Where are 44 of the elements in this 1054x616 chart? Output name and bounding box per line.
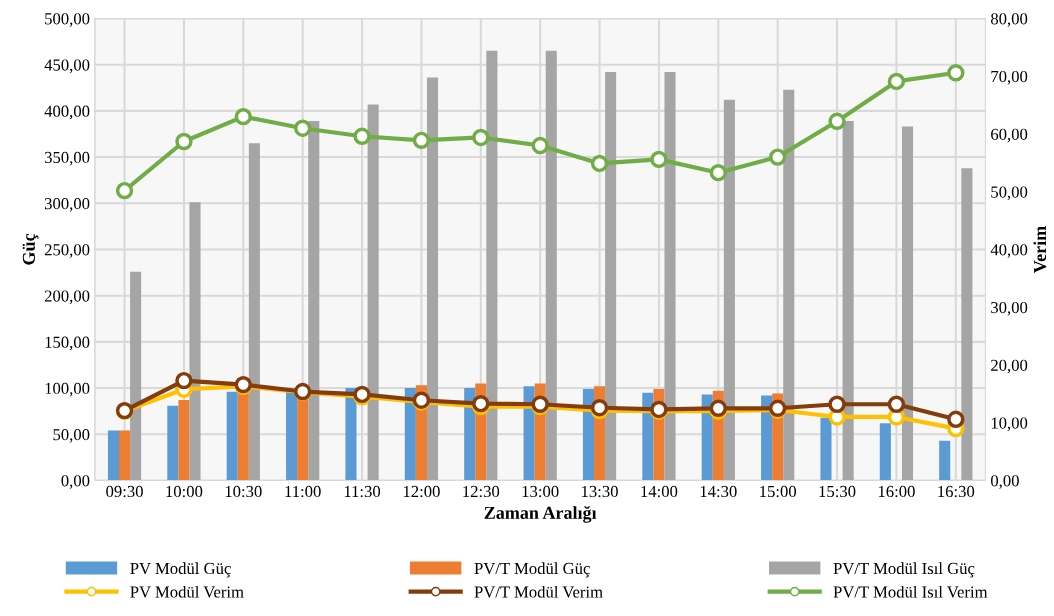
y-tick-label: 50,00	[53, 428, 90, 443]
x-tick-label: 15:30	[819, 485, 856, 498]
x-axis-title: Zaman Aralığı	[484, 506, 597, 523]
x-tick-label: 13:30	[582, 485, 618, 498]
y2-tick-label: 20,00	[991, 359, 1028, 374]
y-tick-label: 0,00	[61, 475, 90, 489]
y-tick-label: 250,00	[44, 244, 90, 258]
y-tick-label: 350,00	[44, 151, 90, 166]
x-tick-label: 10:00	[166, 485, 203, 498]
x-tick-label: 14:30	[700, 485, 737, 498]
y-axis-title: Güç	[22, 233, 39, 265]
x-tick-label: 09:30	[106, 485, 143, 498]
y2-tick-label: 10,00	[991, 417, 1028, 432]
x-tick-label: 12:30	[463, 485, 500, 498]
x-tick-label: 13:00	[522, 485, 559, 498]
y-tick-label: 450,00	[44, 59, 90, 74]
y2-tick-label: 70,00	[991, 70, 1028, 85]
y-tick-label: 200,00	[44, 290, 90, 305]
x-tick-label: 10:30	[225, 485, 262, 498]
y-tick-label: 500,00	[45, 13, 90, 27]
legend-label: PV/T Modül Verim	[474, 585, 603, 598]
x-tick-label: 11:30	[344, 485, 381, 498]
y2-tick-label: 40,00	[990, 244, 1028, 258]
y-tick-label: 400,00	[44, 105, 90, 120]
y-tick-label: 300,00	[44, 197, 90, 212]
legend-label: PV/T Modül Isıl Güç	[833, 562, 975, 578]
y2-axis-title: Verim	[1033, 226, 1047, 274]
y-tick-label: 150,00	[45, 336, 90, 351]
y2-tick-label: 30,00	[991, 301, 1028, 316]
x-tick-label: 16:00	[878, 485, 915, 498]
x-tick-label: 11:00	[285, 485, 321, 498]
legend-label: PV Modül Güç	[130, 562, 231, 578]
y2-tick-label: 60,00	[991, 128, 1028, 143]
legend-label: PV Modül Verim	[130, 585, 244, 598]
y-tick-label: 100,00	[45, 382, 90, 397]
y2-tick-label: 50,00	[991, 186, 1028, 201]
x-tick-label: 16:30	[938, 485, 975, 498]
y2-tick-label: 0,00	[990, 475, 1019, 489]
y2-tick-label: 80,00	[990, 13, 1028, 27]
legend-label: PV/T Modül Güç	[474, 562, 590, 578]
x-tick-label: 12:00	[403, 485, 440, 498]
x-tick-label: 15:00	[760, 485, 797, 498]
legend-label: PV/T Modül Isıl Verim	[833, 585, 988, 598]
x-tick-label: 14:00	[641, 485, 678, 498]
